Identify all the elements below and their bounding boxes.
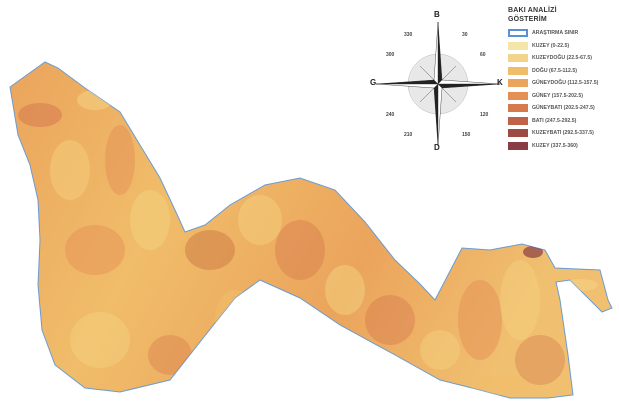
legend-title-line2: GÖSTERİM xyxy=(508,15,618,24)
map-legend: BAKI ANALİZİ GÖSTERİM ARAŞTIRMA SINIR KUZ… xyxy=(508,6,618,166)
compass-degree-label: 150 xyxy=(462,132,470,138)
legend-swatch xyxy=(508,117,528,125)
legend-swatch xyxy=(508,54,528,62)
legend-swatch xyxy=(508,67,528,75)
legend-item: KUZEY (337.5-360) xyxy=(508,141,618,152)
compass-degree-label: 30 xyxy=(462,32,468,38)
compass-east-label: K xyxy=(497,78,503,87)
legend-item: KUZEYBATI (292.5-337.5) xyxy=(508,128,618,139)
legend-swatch xyxy=(508,42,528,50)
legend-item: BATI (247.5-292.5) xyxy=(508,116,618,127)
legend-swatch xyxy=(508,129,528,137)
legend-label: DOĞU (67.5-112.5) xyxy=(532,67,577,75)
legend-swatch xyxy=(508,29,528,37)
legend-swatch xyxy=(508,79,528,87)
compass-degree-label: 300 xyxy=(386,52,394,58)
legend-item: GÜNEY (157.5-202.5) xyxy=(508,91,618,102)
legend-label: KUZEYDOĞU (22.5-67.5) xyxy=(532,54,592,62)
compass-degree-label: 210 xyxy=(404,132,412,138)
compass-degree-label: 60 xyxy=(480,52,486,58)
legend-label: GÜNEY (157.5-202.5) xyxy=(532,92,583,100)
legend-swatch xyxy=(508,104,528,112)
legend-swatch xyxy=(508,142,528,150)
compass-rose: B D K G 30 60 120 150 210 240 300 330 xyxy=(370,14,506,154)
compass-west-label: G xyxy=(370,78,376,87)
legend-label: BATI (247.5-292.5) xyxy=(532,117,576,125)
legend-label: KUZEY (0-22.5) xyxy=(532,42,569,50)
legend-item: KUZEYDOĞU (22.5-67.5) xyxy=(508,53,618,64)
legend-item: GÜNEYBATI (202.5-247.5) xyxy=(508,103,618,114)
legend-item: KUZEY (0-22.5) xyxy=(508,41,618,52)
legend-item: DOĞU (67.5-112.5) xyxy=(508,66,618,77)
legend-label: ARAŞTIRMA SINIR xyxy=(532,29,578,37)
legend-label: GÜNEYBATI (202.5-247.5) xyxy=(532,104,595,112)
legend-item: ARAŞTIRMA SINIR xyxy=(508,28,618,39)
legend-label: KUZEY (337.5-360) xyxy=(532,142,578,150)
compass-degree-label: 330 xyxy=(404,32,412,38)
compass-north-label: B xyxy=(434,10,440,19)
legend-label: GÜNEYDOĞU (112.5-157.5) xyxy=(532,79,598,87)
compass-degree-label: 240 xyxy=(386,112,394,118)
compass-star-icon xyxy=(370,14,506,154)
legend-swatch xyxy=(508,92,528,100)
legend-item: GÜNEYDOĞU (112.5-157.5) xyxy=(508,78,618,89)
compass-degree-label: 120 xyxy=(480,112,488,118)
compass-south-label: D xyxy=(434,143,440,152)
legend-label: KUZEYBATI (292.5-337.5) xyxy=(532,129,594,137)
legend-title-line1: BAKI ANALİZİ xyxy=(508,6,618,15)
